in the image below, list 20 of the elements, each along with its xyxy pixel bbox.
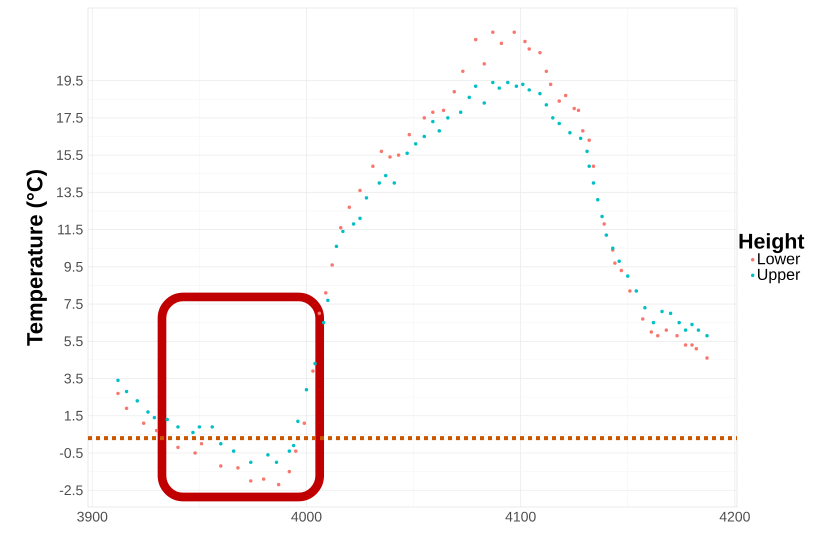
y-tick-label: 1.5 bbox=[64, 410, 83, 421]
y-tick-label: 17.5 bbox=[57, 112, 83, 123]
y-axis-title: Temperature (°C) bbox=[26, 170, 47, 346]
x-tick-label: 4200 bbox=[720, 512, 750, 522]
y-tick-label: 9.5 bbox=[64, 262, 83, 272]
x-tick-label: 3900 bbox=[77, 512, 108, 522]
y-tick-label: -2.5 bbox=[60, 485, 83, 496]
y-tick-label: 19.5 bbox=[57, 76, 83, 86]
y-tick-label: -0.5 bbox=[60, 448, 83, 458]
y-tick-label: 13.5 bbox=[57, 187, 83, 198]
y-tick-label: 7.5 bbox=[64, 299, 83, 309]
x-tick-label: 4000 bbox=[291, 512, 322, 522]
x-tick-label: 4100 bbox=[505, 512, 536, 522]
legend-label: Lower bbox=[758, 253, 800, 264]
legend-title: Height bbox=[740, 233, 804, 254]
y-tick-label: 3.5 bbox=[64, 374, 83, 384]
y-tick-label: 11.5 bbox=[58, 224, 83, 234]
legend-label: Upper bbox=[758, 268, 800, 284]
y-tick-label: 5.5 bbox=[64, 336, 83, 346]
y-tick-label: 15.5 bbox=[57, 150, 83, 160]
